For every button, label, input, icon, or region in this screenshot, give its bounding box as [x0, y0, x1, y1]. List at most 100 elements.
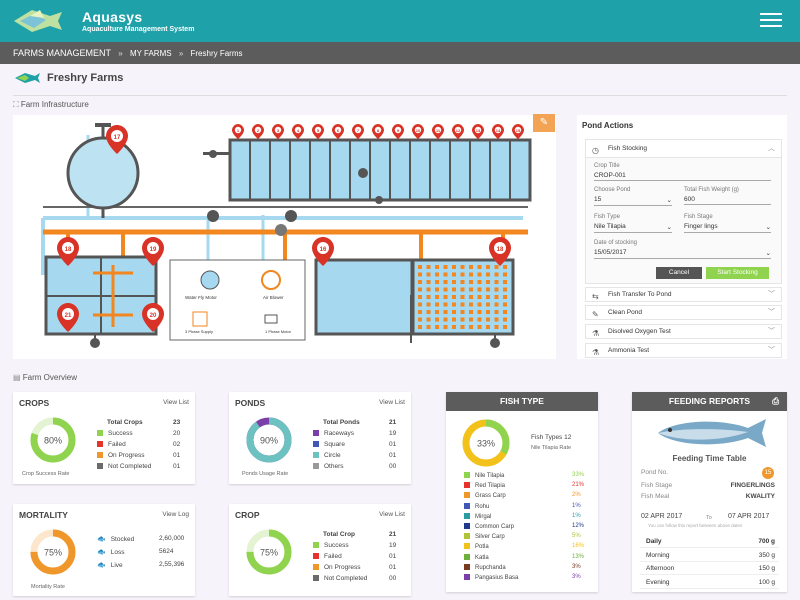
fish-dot [460, 272, 465, 277]
ponds-legend-item: Raceways [313, 430, 354, 437]
fish-icon [15, 73, 40, 84]
start-stocking-button[interactable]: Start Stocking [706, 267, 769, 279]
fish-dot [486, 295, 490, 299]
fish-dot [435, 287, 439, 292]
crop-legend-item: Failed [313, 553, 342, 560]
to-date[interactable]: 07 APR 2017 [728, 513, 770, 520]
crop-view-list-link[interactable]: View List [379, 511, 405, 518]
fish-dot [443, 280, 448, 284]
raceway-markers: 1 2 3 4 5 6 7 8 9 10 11 12 13 14 15 [232, 124, 524, 139]
chevron-down-icon: ﹀ [768, 309, 775, 316]
page-title: Freshry Farms [13, 72, 123, 84]
fish-dot [418, 310, 422, 314]
fish-stocking-accordion[interactable]: ◷ Fish Stocking ︿ [585, 139, 782, 158]
farm-overview-heading: ▤ Farm Overview [13, 373, 78, 382]
crop-title-input[interactable]: CROP-001 [594, 172, 771, 181]
phase-motor-label: 1 Phase Motor [265, 329, 292, 334]
fish-dot [469, 287, 473, 292]
feeding-row: Afternoon 150 g [640, 562, 779, 575]
breadcrumb-section[interactable]: FARMS MANAGEMENT [13, 48, 112, 58]
fish-type-legend-item: Common Carp [464, 523, 514, 530]
fish-dot [460, 302, 465, 307]
legend-swatch [97, 463, 103, 469]
feeding-reports-card: FEEDING REPORTS ⎙ Feeding Time Table Pond… [632, 392, 787, 592]
date-of-stocking-input[interactable]: 15/05/2017 ⌄ [594, 249, 771, 259]
ammonia-test-accordion[interactable]: ⚗ Ammonia Test ﹀ [585, 343, 782, 358]
fish-dot [494, 325, 499, 329]
legend-swatch [97, 441, 103, 447]
fish-dot [435, 317, 439, 322]
legend-swatch [313, 575, 319, 581]
mortality-donut-arc [30, 529, 76, 575]
raceway-marker-label: 12 [456, 128, 461, 133]
fish-dot [477, 310, 482, 314]
breadcrumb-sep: » [178, 49, 184, 58]
chevron-down-icon: ﹀ [768, 347, 775, 354]
raceway-marker-label: 3 [277, 128, 280, 133]
fish-dot [503, 325, 507, 329]
fish-type-legend-item: Katla [464, 553, 489, 561]
fish-dot [435, 310, 439, 314]
fish-dot [503, 287, 507, 292]
fish-dot [452, 302, 456, 307]
fish-dot [460, 295, 465, 299]
fish-dot [486, 280, 490, 284]
water-fly-motor-label: Water Fly Motor [185, 295, 217, 300]
pond-actions-title: Pond Actions [582, 121, 634, 130]
fish-type-legend-item: Rohu [464, 502, 489, 510]
cancel-button[interactable]: Cancel [656, 267, 702, 279]
mortality-view-log-link[interactable]: View Log [162, 511, 189, 518]
mortality-donut: 75% [30, 529, 76, 575]
fish-dot [477, 280, 482, 284]
fish-dot [452, 272, 456, 277]
farm-infrastructure-heading: ⛶ Farm Infrastructure [13, 100, 89, 109]
fish-stage-value: FINGERLINGS [730, 482, 775, 489]
fish-dot [477, 287, 482, 292]
fish-dot [503, 302, 507, 307]
fish-dot [494, 295, 499, 299]
clean-pond-accordion[interactable]: ✎ Clean Pond ﹀ [585, 305, 782, 320]
mortality-legend-value: 5624 [159, 548, 174, 555]
menu-icon[interactable] [760, 13, 782, 27]
fish-dot [460, 325, 465, 329]
fish-transfer-accordion[interactable]: ⇆ Fish Transfer To Pond ﹀ [585, 287, 782, 302]
crop-legend-value: 19 [389, 542, 397, 549]
fish-dot [452, 295, 456, 299]
breadcrumb-my-farms[interactable]: MY FARMS [129, 49, 172, 58]
fish-stage-select[interactable]: Finger lings ⌄ [684, 223, 771, 233]
fish-dot [443, 302, 448, 307]
crop-total-label: Total Crop [323, 531, 356, 538]
edit-diagram-button[interactable]: ✎ [533, 114, 555, 132]
fish-dot [503, 295, 507, 299]
ponds-legend-item: Others [313, 463, 344, 470]
feeding-row: Morning 350 g [640, 549, 779, 562]
fish-type-donut-arc [462, 419, 510, 467]
legend-swatch [313, 564, 319, 570]
total-weight-input[interactable]: 600 [684, 196, 771, 205]
choose-pond-select[interactable]: 15 ⌄ [594, 196, 672, 206]
pond-number-badge: 15 [762, 467, 774, 479]
crops-legend-value: 20 [173, 430, 181, 437]
fish-type-select[interactable]: Nile Tilapia ⌄ [594, 223, 672, 233]
fish-dot [426, 280, 431, 284]
legend-swatch [313, 553, 319, 559]
fish-dot [477, 272, 482, 277]
fish-dot [452, 280, 456, 284]
fish-dot [452, 310, 456, 314]
fish-dot [426, 302, 431, 307]
crops-view-list-link[interactable]: View List [163, 399, 189, 406]
from-date[interactable]: 02 APR 2017 [641, 513, 683, 520]
fish-type-legend-value: 21% [572, 482, 585, 489]
ponds-donut-arc [246, 417, 292, 463]
fish-dot [418, 280, 422, 284]
pond-marker: 16 [320, 247, 327, 253]
fish-dot [418, 295, 422, 299]
fish-illustration-icon [658, 419, 766, 447]
fish-dot [469, 310, 473, 314]
oxygen-test-accordion[interactable]: ⚗ Disolved Oxygen Test ﹀ [585, 324, 782, 339]
crop-legend-value: 01 [389, 564, 397, 571]
print-icon[interactable]: ⎙ [772, 396, 779, 406]
crops-title: CROPS [19, 398, 50, 408]
pond-actions-panel: Pond Actions ◷ Fish Stocking ︿ Crop Title … [577, 115, 787, 359]
ponds-view-list-link[interactable]: View List [379, 399, 405, 406]
